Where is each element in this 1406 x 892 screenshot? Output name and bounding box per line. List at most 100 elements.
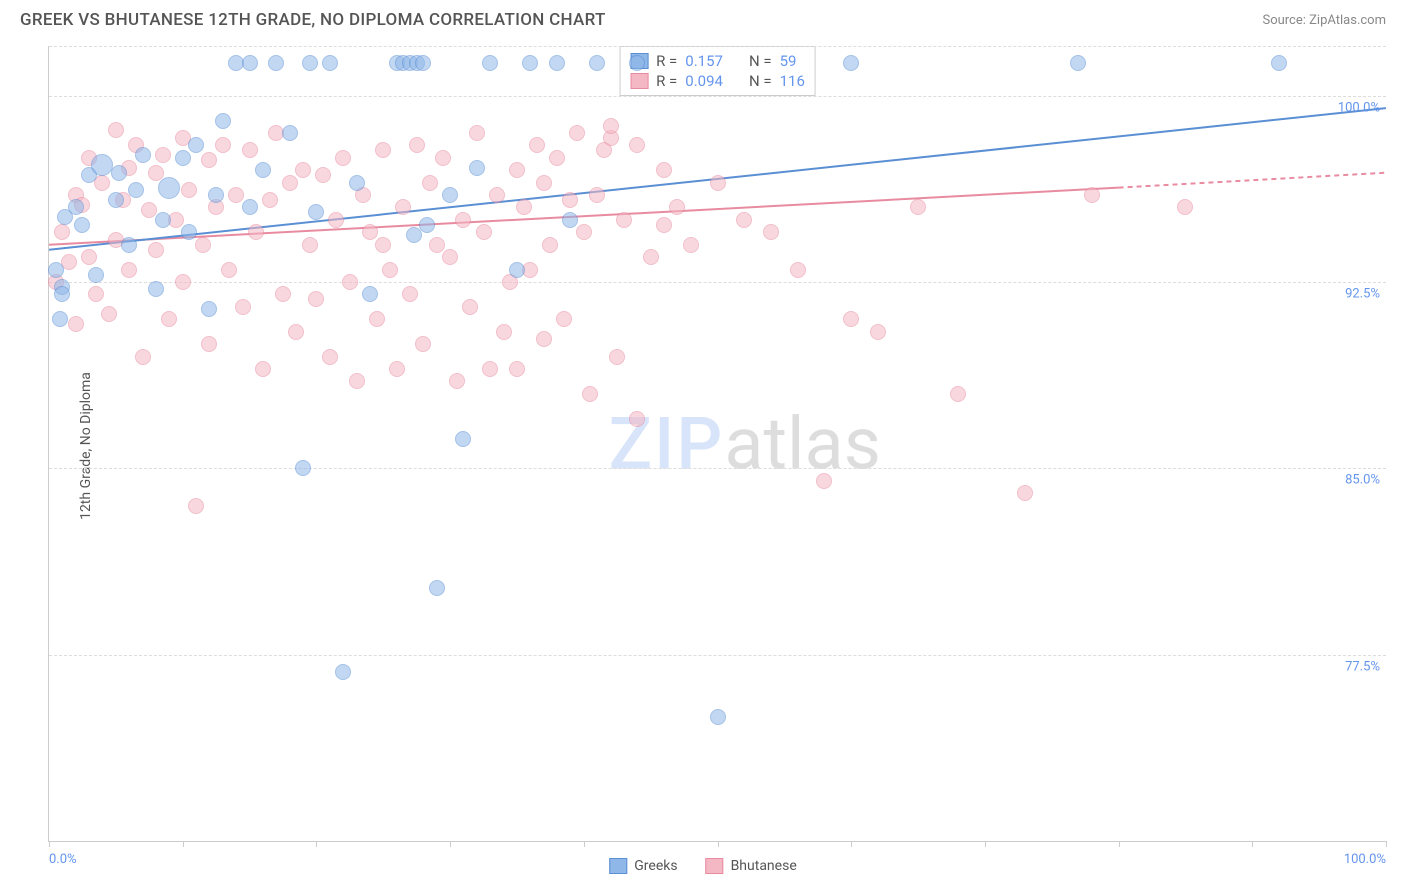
- bhutanese-point: [335, 150, 351, 166]
- bhutanese-point: [542, 237, 558, 253]
- greeks-point: [469, 160, 485, 176]
- bhutanese-point: [402, 286, 418, 302]
- greeks-point: [74, 217, 90, 233]
- bhutanese-point: [315, 167, 331, 183]
- x-tick: [316, 841, 317, 847]
- x-tick: [584, 841, 585, 847]
- bhutanese-point: [282, 175, 298, 191]
- greeks-point: [54, 286, 70, 302]
- bhutanese-point: [375, 142, 391, 158]
- greeks-point: [710, 709, 726, 725]
- greeks-point: [509, 262, 525, 278]
- bhutanese-point: [242, 142, 258, 158]
- grid-line: [49, 468, 1386, 469]
- bhutanese-point: [509, 162, 525, 178]
- bhutanese-point: [221, 262, 237, 278]
- greeks-point: [419, 217, 435, 233]
- bhutanese-legend-label: Bhutanese: [731, 858, 797, 874]
- bhutanese-point: [589, 187, 605, 203]
- bhutanese-point: [121, 262, 137, 278]
- greeks-point: [181, 224, 197, 240]
- bhutanese-point: [188, 498, 204, 514]
- bhutanese-point: [195, 237, 211, 253]
- bhutanese-point: [556, 311, 572, 327]
- bhutanese-point: [382, 262, 398, 278]
- bhutanese-point: [736, 212, 752, 228]
- greeks-point: [188, 137, 204, 153]
- x-axis-min-label: 0.0%: [49, 852, 77, 867]
- grid-line: [49, 96, 1386, 97]
- bhutanese-point: [616, 212, 632, 228]
- bhutanese-point: [449, 373, 465, 389]
- bhutanese-point: [790, 262, 806, 278]
- greeks-point: [455, 431, 471, 447]
- greeks-point: [322, 55, 338, 71]
- bhutanese-point: [148, 242, 164, 258]
- bhutanese-point: [629, 137, 645, 153]
- stats-row-bhutanese: R = 0.094 N = 116: [630, 71, 805, 91]
- greeks-point: [242, 55, 258, 71]
- bhutanese-point: [489, 187, 505, 203]
- x-tick: [450, 841, 451, 847]
- bhutanese-point: [155, 147, 171, 163]
- x-axis-max-label: 100.0%: [1344, 852, 1386, 867]
- scatter-plot-area: ZIPatlas R = 0.157 N = 59 R = 0.094 N = …: [48, 46, 1386, 842]
- bhutanese-point: [262, 192, 278, 208]
- y-tick-label: 85.0%: [1345, 473, 1380, 488]
- bhutanese-point: [910, 199, 926, 215]
- bhutanese-point: [369, 311, 385, 327]
- greeks-point: [406, 227, 422, 243]
- chart-header: GREEK VS BHUTANESE 12TH GRADE, NO DIPLOM…: [0, 0, 1406, 38]
- greeks-point: [208, 187, 224, 203]
- bhutanese-point: [135, 349, 151, 365]
- greeks-point: [282, 125, 298, 141]
- bhutanese-point: [455, 212, 471, 228]
- watermark-atlas: atlas: [724, 401, 881, 486]
- bhutanese-point: [582, 386, 598, 402]
- bhutanese-point: [549, 150, 565, 166]
- greeks-point: [549, 55, 565, 71]
- x-tick: [718, 841, 719, 847]
- bhutanese-point: [275, 286, 291, 302]
- greeks-point: [589, 55, 605, 71]
- greeks-point: [108, 192, 124, 208]
- x-tick: [851, 841, 852, 847]
- bhutanese-point: [562, 192, 578, 208]
- grid-line: [49, 282, 1386, 283]
- bhutanese-point: [88, 286, 104, 302]
- bhutanese-point: [1084, 187, 1100, 203]
- bhutanese-point: [295, 162, 311, 178]
- bhutanese-point: [288, 324, 304, 340]
- x-tick: [985, 841, 986, 847]
- bhutanese-swatch: [630, 73, 648, 89]
- bhutanese-point: [409, 137, 425, 153]
- bhutanese-point: [569, 125, 585, 141]
- bhutanese-point: [816, 473, 832, 489]
- bhutanese-point: [429, 237, 445, 253]
- greeks-point: [135, 147, 151, 163]
- greeks-point: [1070, 55, 1086, 71]
- bhutanese-point: [68, 316, 84, 332]
- bhutanese-point: [529, 137, 545, 153]
- y-tick-label: 77.5%: [1345, 659, 1380, 674]
- trend-line: [1119, 173, 1386, 188]
- x-tick: [183, 841, 184, 847]
- greeks-point: [843, 55, 859, 71]
- greeks-point: [562, 212, 578, 228]
- bhutanese-point: [442, 249, 458, 265]
- bhutanese-point: [536, 331, 552, 347]
- bhutanese-point: [536, 175, 552, 191]
- bhutanese-point: [81, 249, 97, 265]
- bhutanese-point: [482, 361, 498, 377]
- x-tick: [1252, 841, 1253, 847]
- greeks-n-value: 59: [780, 52, 797, 70]
- greeks-point: [68, 199, 84, 215]
- greeks-point: [522, 55, 538, 71]
- greeks-point: [201, 301, 217, 317]
- greeks-point: [52, 311, 68, 327]
- watermark-zip: ZIP: [609, 401, 725, 486]
- legend-item-greeks: Greeks: [609, 858, 677, 874]
- greeks-point: [1271, 55, 1287, 71]
- greeks-point: [215, 113, 231, 129]
- bhutanese-point: [763, 224, 779, 240]
